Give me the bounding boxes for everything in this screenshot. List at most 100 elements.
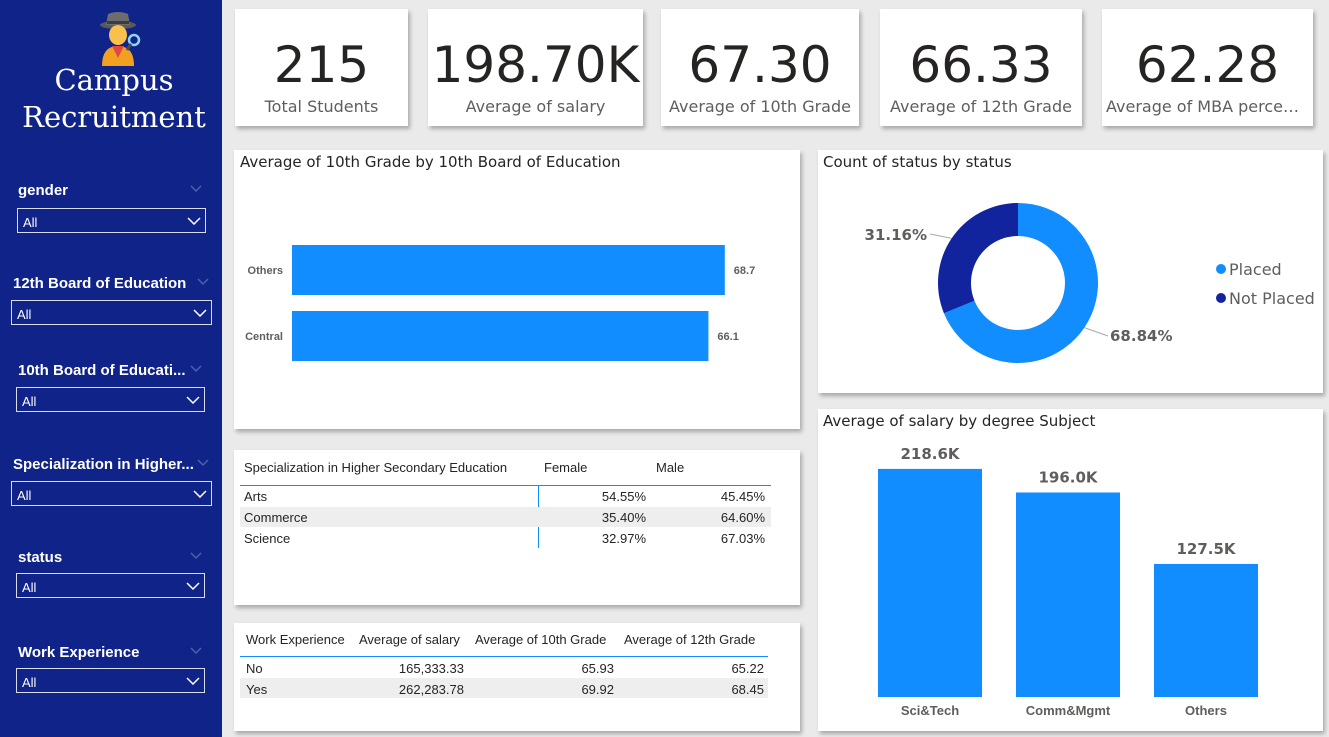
table-cell: Yes — [246, 682, 268, 697]
header-divider — [240, 656, 768, 657]
legend-label: Placed — [1229, 260, 1282, 279]
kpi-label: Average of salary — [465, 97, 606, 116]
work-experience-slicer-label: Work Experience — [18, 644, 140, 661]
kpi-label: Average of 10th Grade — [669, 97, 851, 116]
table-cell: 54.55% — [601, 489, 646, 504]
kpi-value: 66.33 — [909, 36, 1053, 94]
column-header[interactable]: Male — [656, 460, 685, 475]
collapse-chevron-icon[interactable] — [190, 552, 202, 560]
collapse-chevron-icon[interactable] — [197, 278, 209, 286]
filter-sidebar: Campus Recruitment gender All 12th Board… — [0, 0, 222, 737]
kpi-card-total-students[interactable]: 215 Total Students — [235, 9, 408, 126]
chevron-down-icon — [193, 490, 207, 498]
app-title-line1: Campus — [54, 63, 174, 97]
table-cell: No — [246, 661, 263, 676]
app-title-line2: Recruitment — [22, 100, 206, 134]
column-bar — [1016, 492, 1120, 697]
category-label: Others — [1185, 703, 1227, 718]
data-label: 31.16% — [865, 226, 927, 244]
collapse-chevron-icon[interactable] — [190, 185, 202, 193]
kpi-card-average-10th-grade[interactable]: 67.30 Average of 10th Grade — [661, 9, 859, 126]
column-header[interactable]: Work Experience — [246, 632, 345, 647]
chevron-down-icon — [186, 677, 200, 685]
table-cell: 65.93 — [581, 661, 614, 676]
column-header[interactable]: Average of 10th Grade — [475, 632, 607, 647]
table-cell: 67.03% — [720, 531, 765, 546]
gender-dropdown[interactable]: All — [17, 208, 206, 233]
specialization-dropdown[interactable]: All — [11, 481, 212, 506]
donut-chart-card[interactable]: Count of status by status 68.84% 31.16% Pl… — [818, 150, 1323, 393]
leader-line — [1084, 327, 1109, 337]
gender-dropdown-value: All — [23, 215, 38, 230]
status-dropdown[interactable]: All — [16, 573, 205, 598]
kpi-card-average-mba-percentage[interactable]: 62.28 Average of MBA percenta... — [1102, 9, 1313, 126]
column-header[interactable]: Female — [544, 460, 588, 475]
app-title: Campus Recruitment — [0, 62, 228, 136]
status-dropdown-value: All — [22, 580, 37, 595]
table-cell: 68.45 — [731, 682, 764, 697]
data-label: 68.7 — [734, 265, 755, 277]
bar — [292, 311, 709, 361]
donut-slice — [938, 203, 1018, 314]
kpi-value: 215 — [273, 36, 370, 94]
specialization-table-card[interactable]: Specialization in Higher Secondary Educa… — [234, 450, 800, 605]
work-experience-table: Work Experience Average of salary Averag… — [234, 623, 800, 731]
collapse-chevron-icon[interactable] — [197, 459, 209, 467]
category-label: Others — [248, 265, 283, 277]
chevron-down-icon — [187, 217, 201, 225]
12th-board-slicer-label: 12th Board of Education — [13, 275, 187, 292]
column-chart-title: Average of salary by degree Subject — [823, 412, 1096, 430]
table-cell: 262,283.78 — [398, 682, 464, 697]
collapse-chevron-icon[interactable] — [190, 365, 202, 373]
kpi-label: Average of MBA percenta... — [1106, 97, 1309, 116]
bar — [292, 245, 725, 295]
kpi-value: 67.30 — [688, 36, 832, 94]
category-label: Comm&Mgmt — [1026, 703, 1111, 718]
column-header[interactable]: Average of 12th Grade — [624, 632, 756, 647]
work-experience-dropdown[interactable]: All — [16, 668, 205, 693]
donut-chart: 68.84% 31.16% Placed Not Placed — [865, 203, 1315, 363]
10th-board-slicer-label: 10th Board of Educati... — [18, 362, 186, 379]
table-cell: 65.22 — [731, 661, 764, 676]
10th-board-dropdown[interactable]: All — [16, 387, 205, 412]
work-experience-dropdown-value: All — [22, 675, 37, 690]
column-header[interactable]: Average of salary — [359, 632, 460, 647]
kpi-value: 198.70K — [431, 36, 640, 94]
data-label: 196.0K — [1038, 468, 1098, 486]
table-cell: 32.97% — [601, 531, 646, 546]
status-slicer-label: status — [18, 549, 63, 566]
work-experience-table-card[interactable]: Work Experience Average of salary Averag… — [234, 623, 800, 731]
specialization-table: Specialization in Higher Secondary Educa… — [234, 450, 800, 605]
table-cell: Commerce — [244, 510, 308, 525]
chevron-down-icon — [186, 396, 200, 404]
kpi-card-average-salary[interactable]: 198.70K Average of salary — [428, 9, 643, 126]
specialization-slicer-label: Specialization in Higher... — [13, 456, 194, 473]
leader-line — [929, 233, 952, 239]
table-cell: 64.60% — [720, 510, 765, 525]
kpi-label: Total Students — [264, 97, 379, 116]
donut-chart-title: Count of status by status — [823, 153, 1012, 171]
table-cell: 69.92 — [581, 682, 614, 697]
data-label: 218.6K — [900, 445, 960, 463]
kpi-card-average-12th-grade[interactable]: 66.33 Average of 12th Grade — [880, 9, 1082, 126]
chevron-down-icon — [193, 309, 207, 317]
chevron-down-icon — [186, 582, 200, 590]
bar-chart-card[interactable]: Average of 10th Grade by 10th Board of E… — [234, 150, 800, 429]
gender-slicer-label: gender — [18, 182, 69, 199]
legend-label: Not Placed — [1229, 289, 1315, 308]
data-label: 127.5K — [1176, 540, 1236, 558]
bar-chart-title: Average of 10th Grade by 10th Board of E… — [240, 153, 621, 171]
category-label: Central — [245, 331, 283, 343]
legend-marker — [1216, 264, 1226, 274]
12th-board-dropdown[interactable]: All — [11, 300, 212, 325]
column-header[interactable]: Specialization in Higher Secondary Educa… — [244, 460, 508, 475]
collapse-chevron-icon[interactable] — [190, 647, 202, 655]
header-divider — [240, 485, 771, 486]
table-cell: 35.40% — [601, 510, 646, 525]
table-cell: 45.45% — [720, 489, 765, 504]
data-label: 66.1 — [717, 331, 738, 343]
column-bar — [1154, 563, 1258, 697]
column-chart-card[interactable]: Average of salary by degree Subject 218.… — [818, 409, 1323, 731]
table-cell: Science — [244, 531, 291, 546]
column-bar — [878, 468, 982, 697]
